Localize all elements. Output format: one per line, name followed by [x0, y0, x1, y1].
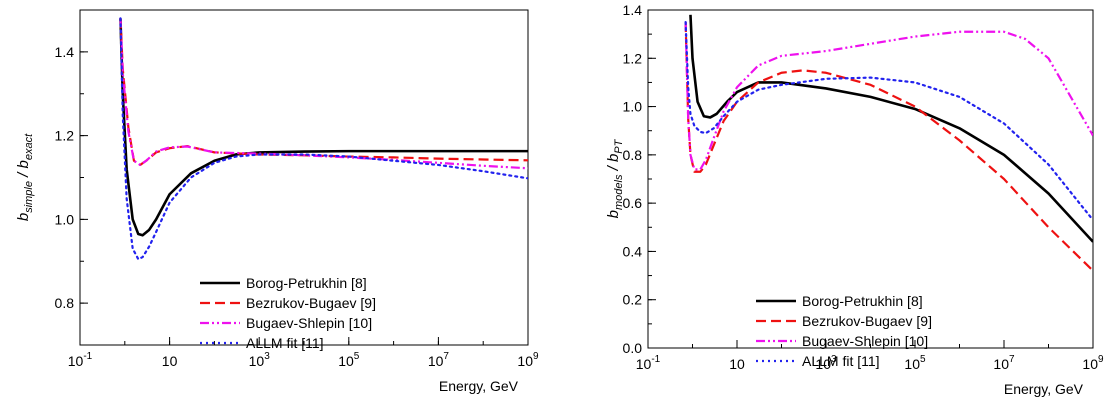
x-tick-label: 10 [162, 353, 178, 369]
x-tick-label: 107 [428, 351, 450, 369]
left-chart: 10-1 10 103 105 107 109 0.8 1.0 1.2 1.4 Energy, Ge… [15, 9, 539, 394]
series-line-0 [689, 14, 1093, 243]
y-tick-label: 1.0 [623, 99, 643, 115]
legend-label: ALLM fit [11] [246, 335, 324, 351]
legend-label: Bugaev-Shlepin [10] [246, 315, 372, 331]
x-tick-label: 10-1 [636, 354, 661, 372]
right-chart: 10-1 10 103 105 107 109 0.0 0.2 0.4 0.6 0.8 1.0 1.2 1… [605, 2, 1104, 397]
x-tick-label: 103 [249, 351, 271, 369]
y-tick-label: 1.4 [623, 2, 643, 18]
x-tick-label: 10 [729, 356, 745, 372]
series-line-3 [684, 20, 1093, 222]
series-group [684, 14, 1093, 272]
x-axis-label: Energy, GeV [439, 378, 519, 394]
x-tick-label: 107 [993, 354, 1015, 372]
legend-label: Borog-Petrukhin [8] [246, 275, 367, 291]
y-tick-label: 0.6 [623, 195, 643, 211]
series-line-1 [684, 22, 1093, 272]
legend-label: ALLM fit [11] [802, 353, 880, 369]
y-tick-label: 0.4 [623, 243, 643, 259]
y-tick-label: 1.0 [55, 211, 75, 227]
y-axis-label: bmodels / bPT [605, 138, 625, 218]
series-line-0 [119, 18, 528, 237]
legend: Borog-Petrukhin [8] Bezrukov-Bugaev [9] Bu… [756, 293, 932, 369]
legend-label: Bugaev-Shlepin [10] [802, 333, 928, 349]
x-tick-label: 103 [815, 354, 837, 372]
x-tick-label: 105 [904, 354, 926, 372]
x-axis-label: Energy, GeV [1004, 381, 1084, 397]
series-line-3 [119, 17, 528, 261]
y-tick-label: 1.2 [55, 128, 75, 144]
y-tick-label: 0.8 [623, 147, 643, 163]
y-tick-label: 1.4 [55, 44, 75, 60]
series-line-2 [119, 18, 528, 170]
y-tick-label: 0.0 [623, 340, 643, 356]
x-tick-label: 109 [517, 351, 539, 369]
x-tick-label: 109 [1082, 354, 1104, 372]
series-group [119, 17, 528, 261]
legend: Borog-Petrukhin [8] Bezrukov-Bugaev [9] Bu… [200, 275, 376, 351]
x-tick-label: 10-1 [68, 351, 93, 369]
y-axis-label: bsimple / bexact [15, 133, 35, 221]
legend-label: Bezrukov-Bugaev [9] [802, 313, 932, 329]
x-tick-label: 105 [338, 351, 360, 369]
series-line-2 [684, 22, 1093, 171]
y-tick-label: 0.2 [623, 292, 643, 308]
legend-label: Borog-Petrukhin [8] [802, 293, 923, 309]
y-tick-label: 1.2 [623, 50, 643, 66]
legend-label: Bezrukov-Bugaev [9] [246, 295, 376, 311]
y-tick-label: 0.8 [55, 295, 75, 311]
series-line-1 [119, 18, 528, 167]
